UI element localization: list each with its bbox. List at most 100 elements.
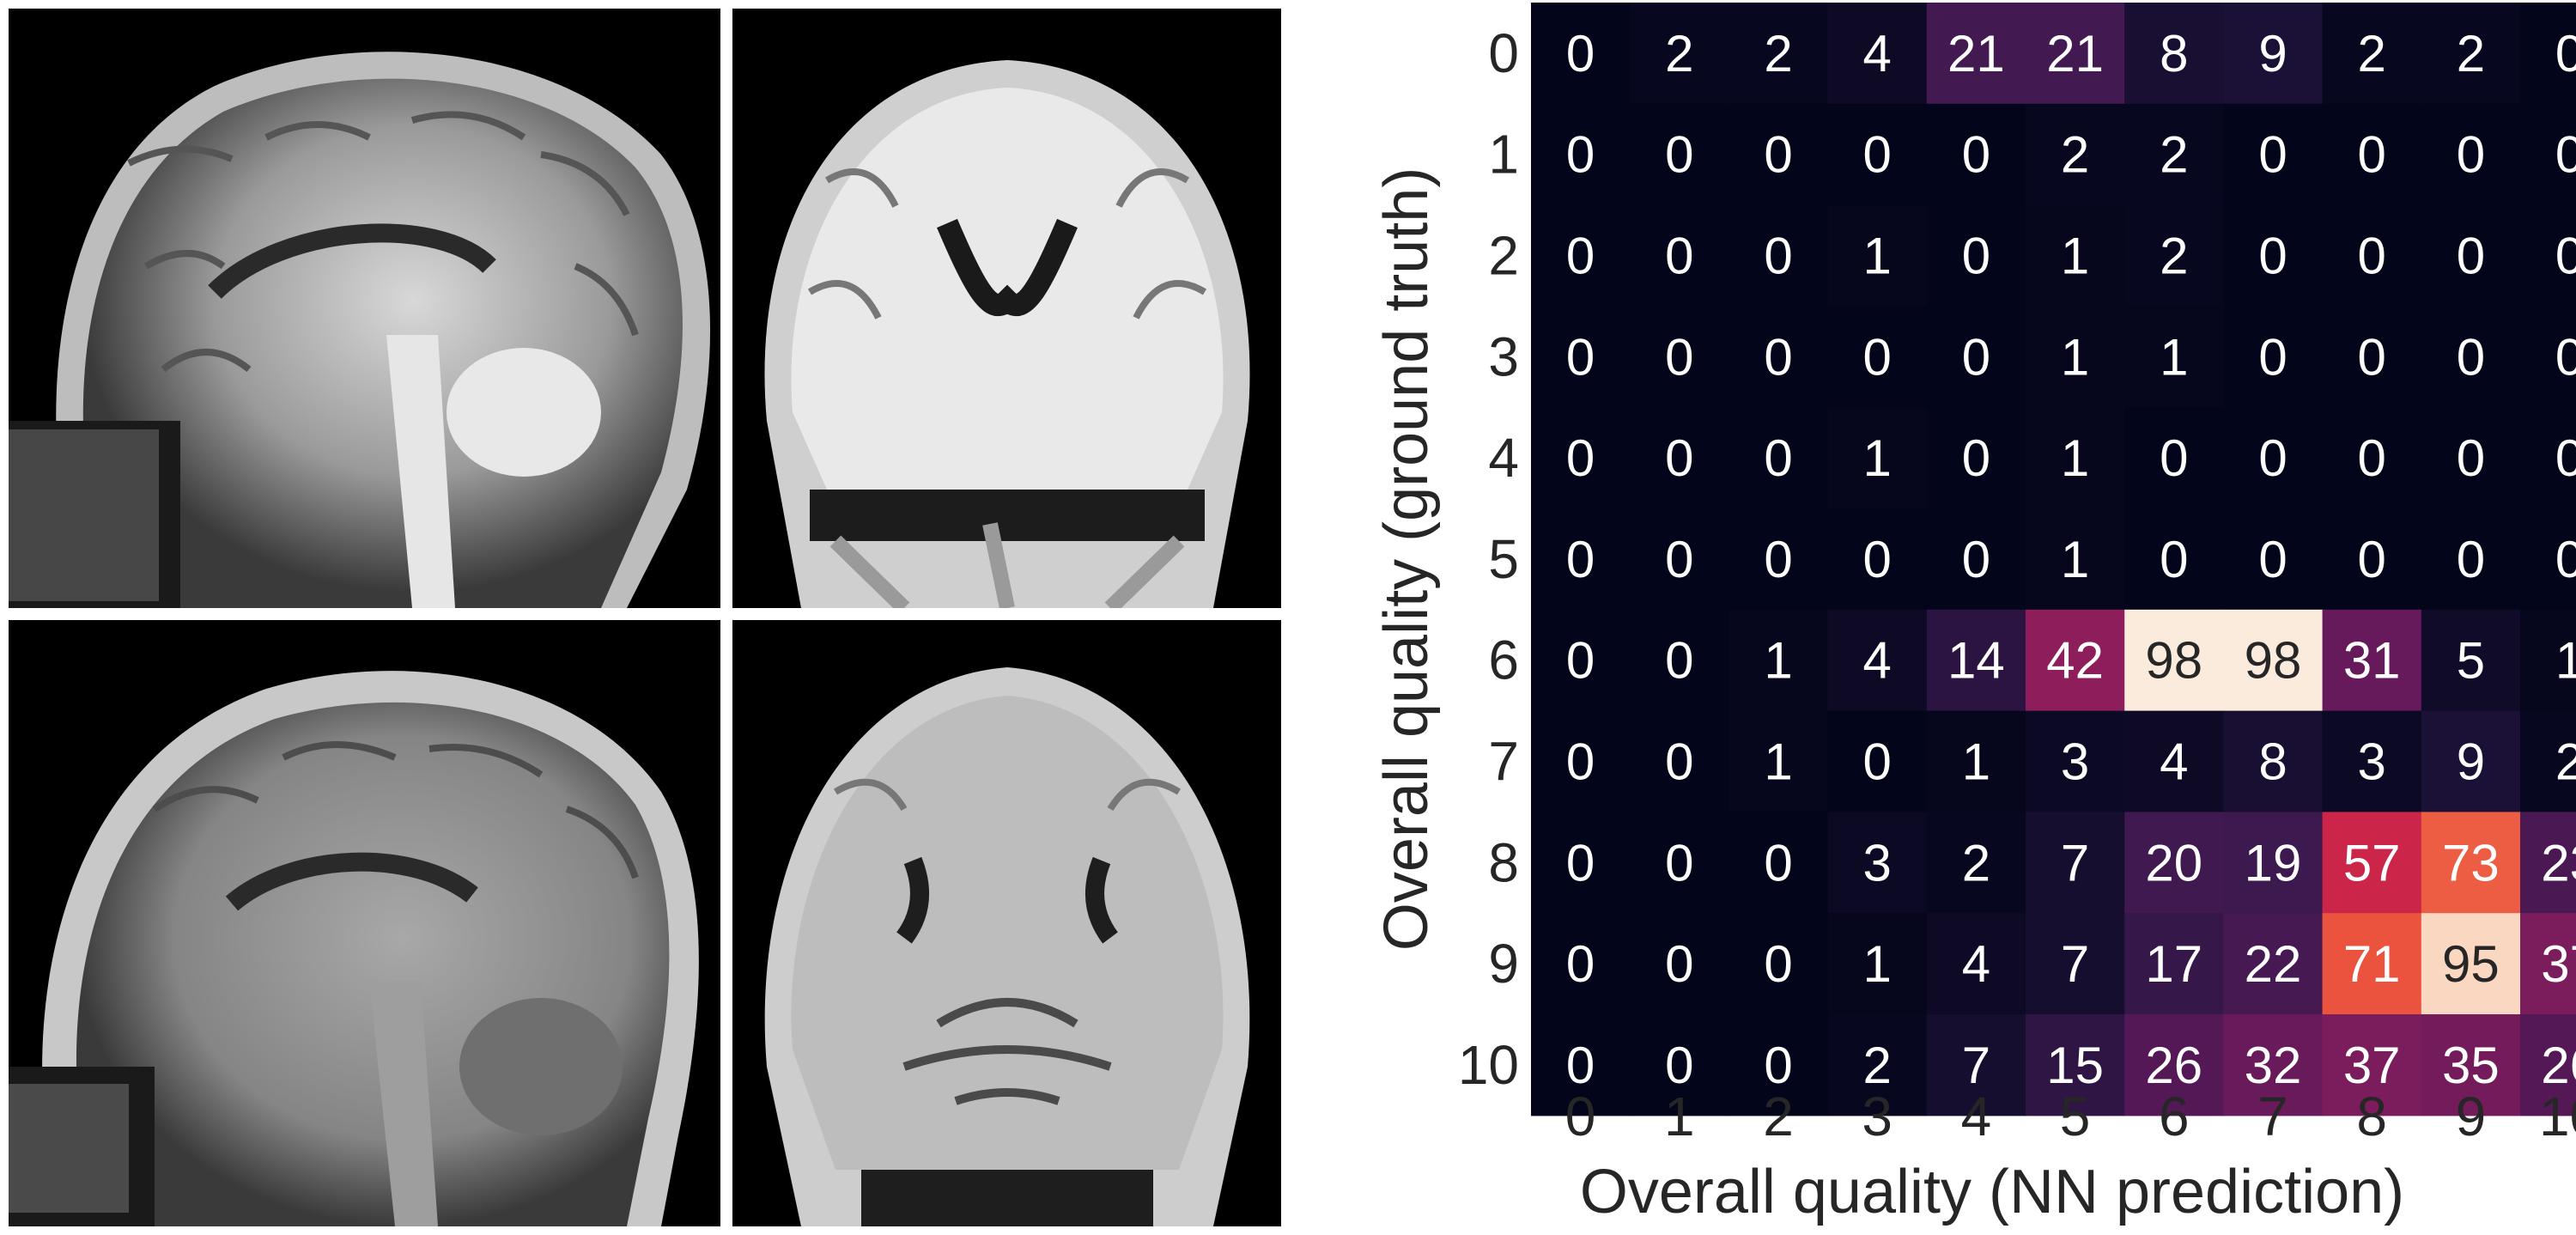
heatmap-cell	[1827, 508, 1928, 611]
heatmap-cell	[1728, 3, 1829, 105]
heatmap-cell	[1926, 508, 2026, 611]
heatmap-cell	[2223, 204, 2324, 307]
heatmap-cell	[1531, 3, 1631, 105]
heatmap-cell-label: 95	[2442, 935, 2500, 993]
y-tick-label: 6	[1488, 630, 1519, 691]
heatmap-cell-label: 0	[1962, 531, 1990, 588]
heatmap-cell-label: 26	[2541, 1037, 2576, 1094]
heatmap-cell	[1630, 710, 1729, 812]
heatmap-cell	[1630, 204, 1729, 307]
heatmap-cell-label: 4	[1863, 632, 1892, 690]
heatmap-cell-label: 0	[2358, 531, 2386, 588]
heatmap-cell	[2421, 508, 2521, 611]
heatmap-cell-label: 0	[2358, 328, 2386, 386]
heatmap-cell-label: 0	[1566, 25, 1595, 82]
heatmap-cell	[2421, 609, 2521, 712]
heatmap-cell-label: 17	[2145, 935, 2202, 993]
x-tick-label: 4	[1961, 1086, 1992, 1147]
heatmap-cell	[1926, 710, 2026, 812]
heatmap-cell	[1728, 204, 1829, 307]
heatmap-cell	[1630, 913, 1729, 1015]
heatmap-cell	[1531, 204, 1631, 307]
heatmap-cell	[2223, 609, 2324, 712]
y-tick-label: 8	[1488, 831, 1519, 893]
heatmap-cell	[2124, 1014, 2224, 1116]
heatmap-cell-label: 0	[1566, 1037, 1595, 1094]
heatmap-cell-label: 1	[2061, 429, 2089, 487]
heatmap-cell-label: 0	[1665, 834, 1693, 891]
heatmap-cell-label: 0	[2555, 531, 2576, 588]
heatmap-cell	[1531, 1014, 1631, 1116]
heatmap-cell	[2322, 508, 2422, 611]
y-tick-label: 4	[1488, 427, 1519, 489]
y-tick-label: 7	[1488, 731, 1519, 793]
heatmap-cell	[2421, 710, 2521, 812]
heatmap-cell	[2520, 1014, 2576, 1116]
heatmap-cell-label: 0	[2160, 531, 2188, 588]
heatmap-cell	[2124, 204, 2224, 307]
heatmap-cell	[2421, 3, 2521, 105]
x-tick-label: 10	[2539, 1086, 2576, 1147]
heatmap-cell	[1728, 103, 1829, 206]
heatmap-cell	[1531, 710, 1631, 812]
heatmap-cell-label: 0	[2358, 429, 2386, 487]
heatmap-cell	[1827, 1014, 1928, 1116]
heatmap-cell-label: 0	[2258, 126, 2287, 184]
heatmap-cell	[1630, 609, 1729, 712]
x-tick-label: 1	[1664, 1086, 1695, 1147]
heatmap-cell	[2520, 306, 2576, 408]
heatmap-cell	[2026, 204, 2125, 307]
x-tick-label: 2	[1763, 1086, 1794, 1147]
heatmap-cell-label: 0	[1863, 328, 1892, 386]
heatmap-cell	[1926, 913, 2026, 1015]
heatmap-cell-label: 3	[2061, 733, 2089, 791]
heatmap-cell	[1630, 306, 1729, 408]
heatmap-cell	[2026, 407, 2125, 509]
heatmap-cell	[2223, 3, 2324, 105]
heatmap-cell	[1728, 812, 1829, 914]
x-tick-label: 0	[1565, 1086, 1596, 1147]
heatmap-cell	[2322, 812, 2422, 914]
heatmap-cell-label: 0	[1764, 935, 1792, 993]
heatmap-cell	[2124, 710, 2224, 812]
x-tick-label: 8	[2356, 1086, 2387, 1147]
heatmap-cell-label: 37	[2541, 935, 2576, 993]
heatmap-cell-label: 1	[2061, 228, 2089, 285]
heatmap-cell	[1827, 812, 1928, 914]
heatmap-cell-label: 23	[2541, 834, 2576, 891]
heatmap-cell-label: 19	[2245, 834, 2302, 891]
heatmap-cell	[1531, 306, 1631, 408]
heatmap-cell-label: 73	[2442, 834, 2500, 891]
heatmap-cell-label: 1	[1863, 429, 1892, 487]
heatmap-cell-label: 1	[2061, 531, 2089, 588]
y-tick-label: 9	[1488, 933, 1519, 995]
heatmap-cell-label: 0	[1665, 531, 1693, 588]
heatmap-cell-label: 4	[2160, 733, 2188, 791]
heatmap-cell	[1728, 913, 1829, 1015]
heatmap-cell	[2421, 1014, 2521, 1116]
heatmap-cell	[2223, 306, 2324, 408]
heatmap-cell	[2520, 204, 2576, 307]
heatmap-cell	[1827, 306, 1928, 408]
heatmap-cell-label: 0	[1962, 429, 1990, 487]
heatmap-cell	[2223, 913, 2324, 1015]
heatmap-cell-label: 2	[1665, 25, 1693, 82]
heatmap-cell-label: 0	[1962, 126, 1990, 184]
heatmap-cell-label: 2	[1764, 25, 1792, 82]
heatmap-cell-label: 5	[2457, 632, 2485, 690]
heatmap-cell-label: 7	[2061, 834, 2089, 891]
heatmap-cell	[2124, 913, 2224, 1015]
heatmap-cell	[1926, 306, 2026, 408]
heatmap-cell-label: 2	[2160, 228, 2188, 285]
heatmap-cell	[2520, 407, 2576, 509]
heatmap-cell	[2223, 812, 2324, 914]
heatmap-cell-label: 0	[2258, 228, 2287, 285]
heatmap-cell	[2322, 1014, 2422, 1116]
heatmap-cell-label: 2	[2555, 733, 2576, 791]
heatmap-cell-label: 20	[2145, 834, 2202, 891]
heatmap-cell-label: 21	[2046, 25, 2104, 82]
heatmap-cell	[2421, 812, 2521, 914]
heatmap-cell-label: 0	[2457, 531, 2485, 588]
heatmap-cell-label: 2	[2061, 126, 2089, 184]
heatmap-cell-label: 98	[2145, 632, 2202, 690]
